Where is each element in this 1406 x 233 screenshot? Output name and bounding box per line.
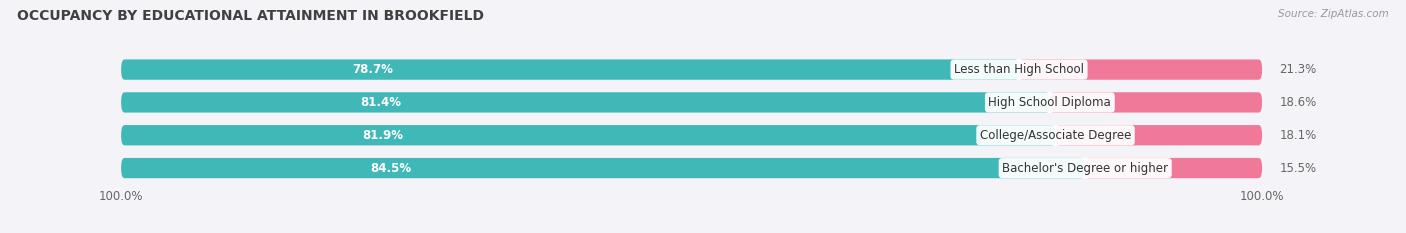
FancyBboxPatch shape bbox=[121, 158, 1085, 178]
FancyBboxPatch shape bbox=[121, 125, 1263, 145]
FancyBboxPatch shape bbox=[1019, 59, 1263, 80]
Text: 84.5%: 84.5% bbox=[371, 161, 412, 175]
Text: Less than High School: Less than High School bbox=[955, 63, 1084, 76]
Text: 15.5%: 15.5% bbox=[1279, 161, 1316, 175]
Text: College/Associate Degree: College/Associate Degree bbox=[980, 129, 1132, 142]
FancyBboxPatch shape bbox=[1056, 125, 1263, 145]
FancyBboxPatch shape bbox=[121, 92, 1050, 113]
FancyBboxPatch shape bbox=[121, 158, 1263, 178]
Text: 100.0%: 100.0% bbox=[98, 190, 143, 203]
Text: High School Diploma: High School Diploma bbox=[988, 96, 1111, 109]
FancyBboxPatch shape bbox=[1085, 158, 1263, 178]
Text: 100.0%: 100.0% bbox=[1240, 190, 1284, 203]
FancyBboxPatch shape bbox=[121, 59, 1019, 80]
FancyBboxPatch shape bbox=[121, 125, 1056, 145]
Text: Bachelor's Degree or higher: Bachelor's Degree or higher bbox=[1002, 161, 1168, 175]
Text: 78.7%: 78.7% bbox=[352, 63, 394, 76]
Text: 21.3%: 21.3% bbox=[1279, 63, 1316, 76]
Text: 81.9%: 81.9% bbox=[363, 129, 404, 142]
FancyBboxPatch shape bbox=[121, 59, 1263, 80]
FancyBboxPatch shape bbox=[1050, 92, 1263, 113]
Text: 18.1%: 18.1% bbox=[1279, 129, 1316, 142]
Text: 18.6%: 18.6% bbox=[1279, 96, 1316, 109]
FancyBboxPatch shape bbox=[121, 92, 1263, 113]
Text: OCCUPANCY BY EDUCATIONAL ATTAINMENT IN BROOKFIELD: OCCUPANCY BY EDUCATIONAL ATTAINMENT IN B… bbox=[17, 9, 484, 23]
Text: 81.4%: 81.4% bbox=[361, 96, 402, 109]
Text: Source: ZipAtlas.com: Source: ZipAtlas.com bbox=[1278, 9, 1389, 19]
